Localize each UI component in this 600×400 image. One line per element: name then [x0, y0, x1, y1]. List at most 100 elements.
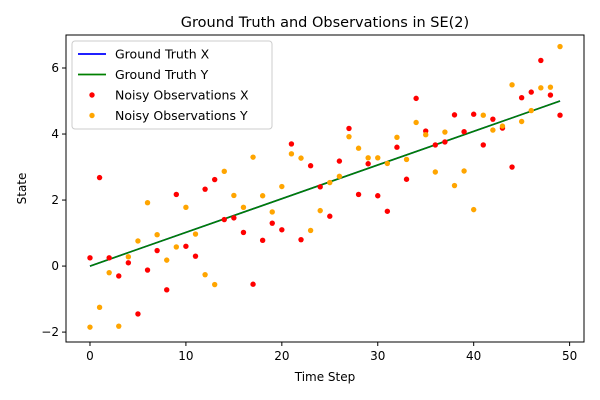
- obs-y-point: [403, 156, 410, 163]
- obs-y-point: [355, 145, 362, 151]
- plot-frame: [65, 34, 585, 343]
- obs-x-point: [288, 141, 295, 147]
- obs-x-point: [346, 125, 352, 132]
- obs-x-point: [106, 255, 112, 261]
- obs-y-point: [394, 134, 400, 141]
- y-tick-label: 2: [51, 193, 59, 207]
- obs-x-point: [336, 158, 343, 164]
- x-tick-label: 50: [562, 349, 577, 363]
- obs-x-point: [490, 116, 496, 122]
- obs-y-point: [461, 168, 467, 174]
- obs-x-point: [480, 142, 486, 148]
- obs-y-point: [259, 193, 266, 199]
- obs-y-point: [288, 151, 295, 157]
- legend-ground-truth-y-label: Ground Truth Y: [115, 67, 209, 82]
- obs-y-point: [451, 182, 458, 189]
- y-tick-label: 0: [51, 259, 59, 273]
- obs-x-point: [557, 112, 563, 118]
- chart-title: Ground Truth and Observations in SE(2): [181, 15, 469, 31]
- obs-x-point: [375, 193, 381, 199]
- obs-y-point: [327, 179, 333, 186]
- legend-obs-x-label: Noisy Observations X: [115, 88, 249, 103]
- obs-x-point: [269, 220, 275, 226]
- obs-y-point: [211, 281, 218, 288]
- obs-y-point: [413, 119, 419, 126]
- obs-x-point: [355, 191, 362, 198]
- obs-x-point: [231, 215, 237, 221]
- obs-x-point: [183, 243, 189, 249]
- obs-y-point: [499, 123, 506, 129]
- obs-x-point: [509, 164, 515, 170]
- legend-ground-truth-x-label: Ground Truth X: [115, 47, 210, 62]
- y-tick-label: −2: [41, 325, 59, 339]
- obs-x-point: [116, 273, 122, 279]
- obs-y-point: [87, 324, 93, 330]
- obs-y-point: [250, 154, 256, 160]
- obs-y-point: [183, 204, 189, 211]
- obs-x-point: [327, 213, 333, 219]
- x-tick-label: 30: [370, 349, 385, 363]
- obs-y-point: [135, 238, 141, 244]
- obs-y-point: [125, 254, 132, 260]
- y-tick-label: 6: [51, 61, 59, 75]
- obs-x-point: [87, 255, 93, 261]
- obs-y-point: [164, 257, 170, 263]
- obs-y-point: [154, 232, 160, 238]
- obs-y-point: [528, 107, 534, 114]
- legend-obs-y-swatch: [89, 112, 95, 119]
- obs-y-point: [480, 112, 486, 118]
- obs-x-point: [96, 174, 103, 181]
- obs-x-point: [298, 236, 304, 243]
- obs-y-point: [298, 155, 304, 161]
- obs-y-point: [384, 160, 391, 167]
- y-axis: −2 0 2 4 6: [41, 61, 66, 339]
- obs-x-point: [451, 112, 458, 118]
- obs-x-point: [461, 129, 467, 135]
- obs-x-point: [403, 176, 410, 182]
- x-tick-label: 0: [86, 349, 94, 363]
- legend-obs-y-label: Noisy Observations Y: [115, 108, 248, 123]
- obs-x-point: [307, 163, 314, 169]
- obs-y-point: [375, 155, 381, 161]
- obs-y-point: [346, 133, 352, 140]
- obs-y-point: [202, 271, 208, 278]
- legend: Ground Truth X Ground Truth Y Noisy Observ…: [71, 40, 273, 130]
- obs-y-point: [116, 323, 122, 329]
- obs-x-point: [518, 95, 525, 101]
- data-layer: [87, 43, 563, 330]
- legend-box: [71, 40, 273, 130]
- obs-x-point: [528, 89, 534, 95]
- obs-x-point: [164, 287, 170, 293]
- x-tick-label: 40: [466, 349, 481, 363]
- obs-y-point: [96, 304, 103, 311]
- obs-x-point: [202, 186, 208, 192]
- obs-x-point: [221, 216, 227, 223]
- obs-y-point: [423, 131, 429, 138]
- obs-y-point: [221, 168, 227, 175]
- obs-x-point: [470, 111, 477, 117]
- obs-x-point: [432, 142, 439, 148]
- obs-y-point: [538, 85, 544, 91]
- obs-x-point: [144, 267, 151, 273]
- obs-x-point: [538, 57, 544, 64]
- obs-x-point: [317, 184, 323, 190]
- series-line-ground-truth-y: [89, 100, 561, 267]
- obs-y-point: [470, 206, 477, 213]
- obs-x-point: [250, 281, 256, 287]
- obs-x-point: [154, 247, 160, 254]
- obs-y-point: [490, 127, 496, 133]
- obs-y-point: [173, 244, 180, 250]
- obs-y-point: [518, 118, 525, 125]
- obs-x-point: [365, 161, 371, 167]
- obs-x-point: [135, 311, 141, 317]
- obs-y-point: [317, 207, 323, 214]
- obs-x-point: [413, 95, 419, 102]
- obs-y-point: [365, 155, 371, 161]
- x-tick-label: 10: [178, 349, 193, 363]
- obs-y-point: [442, 129, 448, 135]
- obs-y-point: [269, 209, 275, 215]
- obs-y-point: [144, 199, 151, 206]
- obs-y-point: [279, 183, 285, 190]
- obs-y-point: [240, 204, 247, 211]
- obs-y-point: [509, 82, 515, 88]
